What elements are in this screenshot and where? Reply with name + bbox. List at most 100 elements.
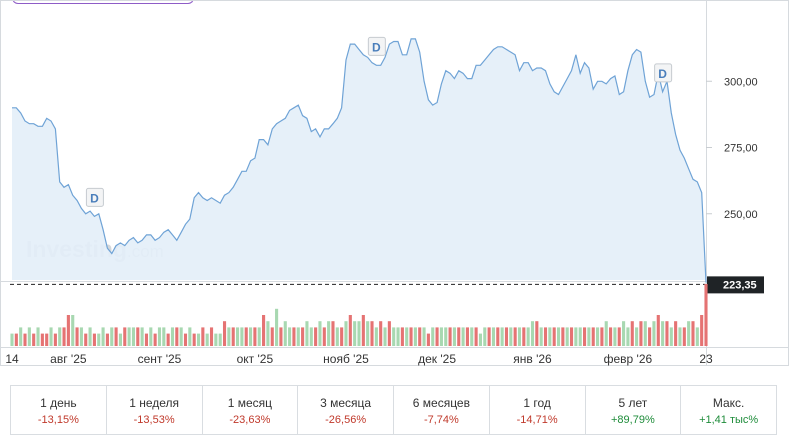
period-max[interactable]: Макс. +1,41 тыс% bbox=[681, 386, 776, 434]
volume-bar bbox=[105, 333, 109, 346]
volume-bar bbox=[539, 327, 543, 346]
volume-bar bbox=[591, 327, 595, 346]
period-value: +89,79% bbox=[611, 414, 655, 426]
period-3m[interactable]: 3 месяца -26,56% bbox=[298, 386, 394, 434]
volume-bar bbox=[235, 327, 240, 346]
volume-bar bbox=[569, 327, 574, 346]
volume-bar bbox=[565, 327, 569, 346]
volume-bar bbox=[123, 327, 127, 346]
volume-bar bbox=[435, 327, 439, 346]
volume-bar bbox=[305, 321, 309, 346]
volume-bar bbox=[88, 327, 92, 346]
volume-bar bbox=[383, 327, 387, 346]
period-5y[interactable]: 5 лет +89,79% bbox=[586, 386, 682, 434]
performance-table: 1 день -13,15% 1 неделя -13,53% 1 месяц -23… bbox=[10, 385, 777, 435]
volume-bar bbox=[665, 321, 669, 346]
volume-bar bbox=[604, 321, 608, 346]
volume-bar bbox=[695, 327, 699, 346]
volume-bar bbox=[426, 333, 430, 346]
volume-bar bbox=[470, 327, 474, 346]
volume-bar bbox=[162, 327, 166, 346]
volume-bar bbox=[32, 333, 36, 346]
period-6m[interactable]: 6 месяцев -7,74% bbox=[394, 386, 490, 434]
volume-bar bbox=[392, 327, 396, 346]
volume-bar bbox=[530, 321, 535, 346]
dividend-marker bbox=[85, 187, 104, 207]
volume-bar bbox=[478, 333, 483, 346]
period-label: 6 месяцев bbox=[412, 396, 470, 410]
price-chart: Investing.com300,00275,00250,00223,35DDD… bbox=[0, 0, 789, 366]
volume-bar bbox=[613, 327, 617, 346]
volume-bar bbox=[183, 333, 188, 346]
volume-bar bbox=[244, 327, 248, 346]
volume-bar bbox=[596, 327, 600, 346]
volume-bar bbox=[262, 315, 266, 346]
x-tick-label: 14 bbox=[5, 352, 19, 366]
period-value: -13,15% bbox=[37, 414, 79, 426]
volume-bar bbox=[140, 327, 144, 346]
volume-bar bbox=[331, 321, 335, 346]
period-label: 1 год bbox=[523, 396, 551, 410]
volume-bar bbox=[53, 333, 57, 346]
volume-bar bbox=[617, 327, 621, 346]
volume-bar bbox=[465, 327, 469, 346]
volume-bar bbox=[630, 321, 634, 346]
current-price-label: 223,35 bbox=[723, 279, 757, 291]
volume-bar bbox=[691, 321, 695, 346]
volume-bar bbox=[656, 315, 660, 346]
volume-bar bbox=[431, 327, 435, 346]
volume-bar bbox=[578, 327, 582, 346]
volume-bar bbox=[201, 327, 205, 346]
period-1y[interactable]: 1 год -14,71% bbox=[490, 386, 586, 434]
period-label: 5 лет bbox=[618, 396, 648, 410]
volume-bar bbox=[192, 333, 196, 346]
volume-bar bbox=[149, 327, 153, 346]
volume-bar bbox=[36, 327, 40, 346]
volume-bar bbox=[405, 327, 409, 346]
period-1m[interactable]: 1 месяц -23,63% bbox=[203, 386, 299, 434]
volume-bar bbox=[461, 327, 465, 346]
volume-bar bbox=[257, 327, 261, 346]
x-tick-label: февр '26 bbox=[604, 352, 653, 366]
volume-bar bbox=[622, 321, 626, 346]
volume-bar bbox=[222, 321, 227, 346]
volume-bar bbox=[344, 321, 348, 346]
volume-bar bbox=[188, 327, 192, 346]
volume-bar bbox=[561, 327, 565, 346]
volume-bar bbox=[366, 321, 370, 346]
volume-bar bbox=[309, 327, 313, 346]
volume-bar bbox=[522, 327, 526, 346]
volume-bar bbox=[513, 327, 517, 346]
period-value: -7,74% bbox=[423, 414, 459, 426]
volume-bar bbox=[275, 308, 279, 346]
period-label: 1 день bbox=[40, 396, 77, 410]
volume-bar bbox=[526, 327, 530, 346]
volume-bar bbox=[682, 327, 686, 346]
price-area bbox=[12, 38, 706, 283]
volume-bar bbox=[652, 321, 656, 346]
period-value: -14,71% bbox=[516, 414, 558, 426]
period-1w[interactable]: 1 неделя -13,53% bbox=[107, 386, 203, 434]
volume-bar bbox=[92, 333, 96, 346]
volume-bar bbox=[205, 333, 209, 346]
volume-bar bbox=[279, 327, 283, 346]
y-tick-label: 275,00 bbox=[724, 143, 758, 155]
volume-bar bbox=[45, 333, 49, 346]
x-tick-label: авг '25 bbox=[50, 352, 87, 366]
period-label: 3 месяца bbox=[320, 396, 372, 410]
volume-bar bbox=[422, 327, 426, 346]
volume-bar bbox=[409, 327, 413, 346]
period-1d[interactable]: 1 день -13,15% bbox=[11, 386, 107, 434]
volume-bar bbox=[296, 327, 300, 346]
volume-bar bbox=[14, 333, 18, 346]
y-tick-label: 250,00 bbox=[724, 209, 758, 221]
volume-bar bbox=[288, 327, 292, 346]
volume-bar bbox=[127, 327, 131, 346]
volume-bar bbox=[231, 327, 235, 346]
volume-bar bbox=[58, 327, 62, 346]
volume-bar bbox=[170, 327, 175, 346]
volume-bar bbox=[400, 327, 404, 346]
volume-bar bbox=[114, 327, 118, 346]
x-tick-label: дек '25 bbox=[418, 352, 456, 366]
volume-bar bbox=[71, 315, 75, 346]
